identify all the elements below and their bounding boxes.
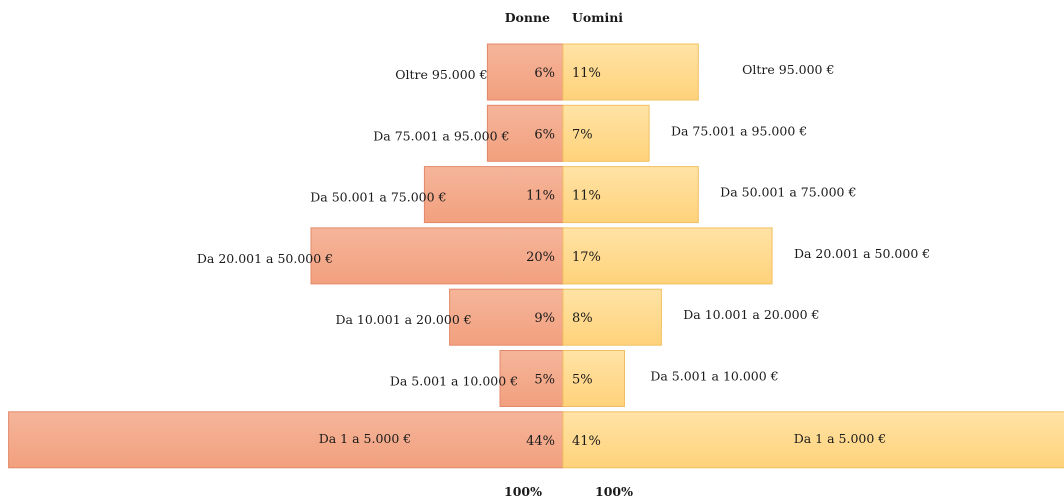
series-header-uomini: Uomini [572, 10, 623, 25]
value-label-uomini-1: 7% [572, 127, 593, 142]
series-header-donne: Donne [505, 10, 550, 25]
category-label-right-0: Oltre 95.000 € [742, 62, 834, 77]
value-label-donne-5: 5% [534, 373, 555, 388]
category-label-left-5: Da 5.001 a 10.000 € [390, 374, 518, 389]
category-label-left-1: Da 75.001 a 95.000 € [373, 128, 509, 143]
category-label-left-3: Da 20.001 a 50.000 € [197, 251, 333, 266]
bar-donne-6 [9, 412, 563, 468]
category-label-left-4: Da 10.001 a 20.000 € [335, 312, 471, 327]
value-label-uomini-6: 41% [572, 434, 601, 449]
category-label-right-5: Da 5.001 a 10.000 € [650, 369, 778, 384]
category-label-left-6: Da 1 a 5.000 € [319, 431, 412, 446]
value-label-donne-2: 11% [526, 189, 555, 204]
category-label-right-1: Da 75.001 a 95.000 € [671, 123, 807, 138]
value-label-donne-3: 20% [526, 250, 555, 265]
value-label-uomini-2: 11% [572, 189, 601, 204]
value-label-donne-1: 6% [534, 127, 555, 142]
total-label-uomini: 100% [595, 484, 633, 499]
value-label-donne-6: 44% [526, 434, 555, 449]
value-label-uomini-4: 8% [572, 311, 593, 326]
value-label-uomini-3: 17% [572, 250, 601, 265]
category-label-right-6: Da 1 a 5.000 € [794, 431, 887, 446]
value-label-donne-0: 6% [534, 66, 555, 81]
chart-rows: 6% 11% Oltre 95.000 € Oltre 95.000 € 6% 7% Da … [9, 44, 1064, 468]
category-label-right-2: Da 50.001 a 75.000 € [720, 185, 856, 200]
category-label-right-4: Da 10.001 a 20.000 € [683, 307, 819, 322]
category-label-left-0: Oltre 95.000 € [395, 67, 487, 82]
value-label-donne-4: 9% [534, 311, 555, 326]
value-label-uomini-5: 5% [572, 373, 593, 388]
category-label-left-2: Da 50.001 a 75.000 € [310, 190, 446, 205]
total-label-donne: 100% [504, 484, 542, 499]
category-label-right-3: Da 20.001 a 50.000 € [794, 246, 930, 261]
value-label-uomini-0: 11% [572, 66, 601, 81]
